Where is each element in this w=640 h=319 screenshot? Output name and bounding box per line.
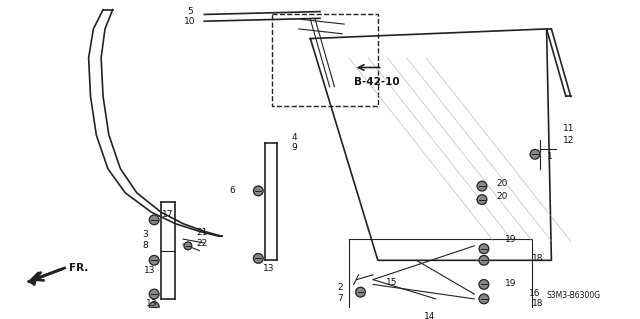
Circle shape — [253, 254, 263, 263]
Text: 5
10: 5 10 — [184, 7, 196, 26]
Circle shape — [479, 280, 489, 289]
Text: 4
9: 4 9 — [291, 133, 297, 152]
Circle shape — [184, 242, 192, 250]
Circle shape — [530, 149, 540, 159]
Text: FR.: FR. — [69, 263, 89, 273]
Text: 17: 17 — [162, 210, 173, 219]
Text: 13: 13 — [143, 266, 155, 275]
Text: 16: 16 — [529, 289, 541, 298]
Text: 20: 20 — [497, 192, 508, 201]
Circle shape — [479, 244, 489, 254]
Text: 11: 11 — [563, 124, 575, 133]
Text: S3M3-B6300G: S3M3-B6300G — [547, 292, 601, 300]
Circle shape — [356, 287, 365, 297]
Text: 2
7: 2 7 — [337, 283, 343, 303]
Circle shape — [479, 256, 489, 265]
Text: 15: 15 — [385, 278, 397, 287]
Text: 14: 14 — [424, 312, 435, 319]
Circle shape — [479, 294, 489, 304]
Circle shape — [477, 181, 487, 191]
Circle shape — [477, 195, 487, 204]
Text: 19: 19 — [505, 279, 516, 288]
Circle shape — [149, 256, 159, 265]
Text: 13: 13 — [147, 299, 158, 308]
Circle shape — [149, 215, 159, 225]
Text: 21
22: 21 22 — [196, 228, 208, 248]
Text: 18: 18 — [532, 299, 543, 308]
Circle shape — [149, 302, 159, 311]
Text: 13: 13 — [263, 263, 275, 272]
Polygon shape — [29, 272, 38, 286]
Text: 20: 20 — [497, 179, 508, 188]
Circle shape — [253, 186, 263, 196]
Text: 1: 1 — [547, 152, 552, 161]
Circle shape — [149, 289, 159, 299]
Text: 18: 18 — [532, 254, 543, 263]
Text: 3
8: 3 8 — [143, 230, 148, 250]
Text: B-42-10: B-42-10 — [354, 77, 399, 87]
Text: 12: 12 — [563, 136, 574, 145]
Text: 6: 6 — [229, 186, 235, 196]
Circle shape — [417, 311, 426, 319]
Text: 19: 19 — [505, 234, 516, 244]
